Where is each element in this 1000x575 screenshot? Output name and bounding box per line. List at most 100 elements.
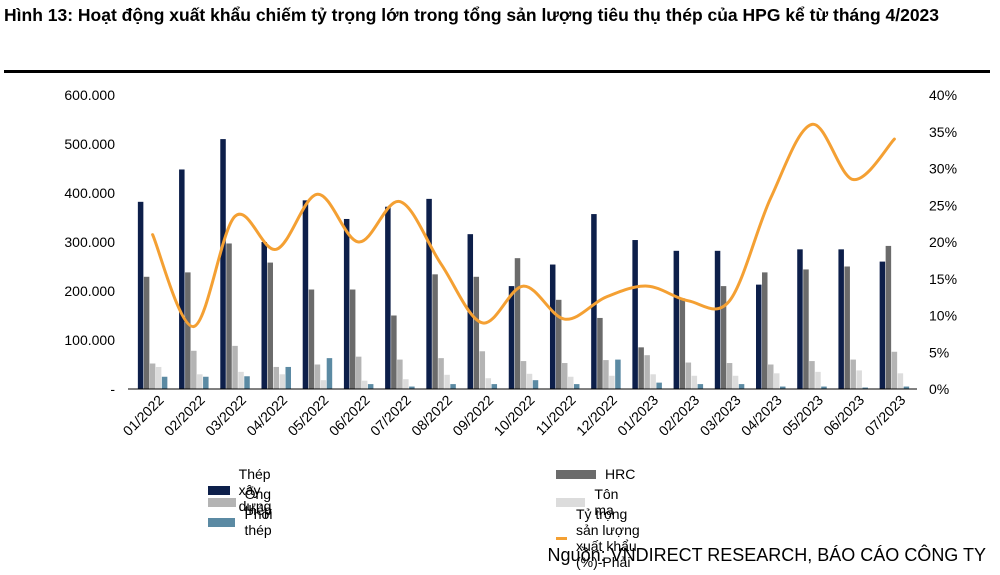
x-tick-label: 06/2023 xyxy=(820,392,867,439)
bar-hrc-4 xyxy=(267,262,273,389)
x-tick-label: 03/2023 xyxy=(697,392,744,439)
x-tick-label: 04/2023 xyxy=(738,392,785,439)
bar-ong-thep-2 xyxy=(191,350,197,389)
bar-phoi-thep-19 xyxy=(903,386,910,389)
legend-item-thep-xay-dung: Thép xây dựng xyxy=(208,466,290,514)
bar-ong-thep-6 xyxy=(355,356,362,389)
x-tick-label: 03/2022 xyxy=(202,392,249,439)
bar-ton-ma-9 xyxy=(485,378,492,389)
bar-hrc-18 xyxy=(844,266,850,389)
bar-thep-xay-dung-1 xyxy=(137,201,144,389)
bar-phoi-thep-1 xyxy=(161,376,168,389)
bar-hrc-5 xyxy=(308,289,315,389)
x-tick-label: 04/2022 xyxy=(243,392,290,439)
bar-phoi-thep-8 xyxy=(450,384,456,389)
bar-phoi-thep-2 xyxy=(203,376,209,389)
bar-ton-ma-8 xyxy=(444,374,450,389)
bar-ton-ma-19 xyxy=(897,373,904,389)
legend-label-ong-thep: Ống thép xyxy=(244,486,272,518)
x-tick-label: 10/2022 xyxy=(491,392,538,439)
x-tick-label: 12/2022 xyxy=(573,392,620,439)
y-left-tick-label: 600.000 xyxy=(64,87,115,103)
bar-thep-xay-dung-2 xyxy=(179,169,185,389)
x-tick-label: 02/2023 xyxy=(655,392,702,439)
y-left-tick-label: 500.000 xyxy=(64,136,115,152)
bar-hrc-9 xyxy=(473,276,480,389)
legend-swatch-phoi-thep xyxy=(208,517,236,527)
bar-thep-xay-dung-5 xyxy=(302,200,309,389)
bar-hrc-11 xyxy=(555,299,562,389)
bar-thep-xay-dung-16 xyxy=(756,284,762,389)
bar-phoi-thep-4 xyxy=(285,366,291,389)
bar-ton-ma-11 xyxy=(567,376,574,389)
title-divider xyxy=(4,70,990,73)
y-left-tick-label: 400.000 xyxy=(64,185,115,201)
y-right-tick-label: 25% xyxy=(929,197,957,213)
bar-hrc-14 xyxy=(679,298,686,389)
bar-hrc-13 xyxy=(638,347,644,389)
x-tick-label: 09/2022 xyxy=(449,392,496,439)
bar-ong-thep-5 xyxy=(314,364,321,389)
bar-hrc-8 xyxy=(432,274,438,389)
legend-item-ton-ma: Tôn mạ xyxy=(556,486,629,518)
bar-thep-xay-dung-14 xyxy=(673,250,680,389)
y-left-tick-label: 100.000 xyxy=(64,332,115,348)
legend-label-ty-trong: Tỷ trọng sản lượng xuất khẩu (%)-Phải xyxy=(575,506,640,570)
bar-ton-ma-12 xyxy=(609,375,615,389)
bar-phoi-thep-12 xyxy=(615,359,621,389)
y-right-tick-label: 0% xyxy=(929,381,949,397)
bar-hrc-12 xyxy=(597,317,603,389)
bar-ton-ma-4 xyxy=(279,374,285,389)
bar-thep-xay-dung-15 xyxy=(714,250,721,389)
bar-ong-thep-12 xyxy=(603,360,609,389)
bar-ton-ma-6 xyxy=(361,380,368,389)
bar-phoi-thep-11 xyxy=(573,384,580,389)
bar-ong-thep-14 xyxy=(685,362,692,389)
bar-ton-ma-5 xyxy=(320,380,327,389)
bar-phoi-thep-6 xyxy=(367,384,374,389)
bar-hrc-19 xyxy=(885,245,892,389)
bar-thep-xay-dung-12 xyxy=(591,214,597,389)
bar-phoi-thep-17 xyxy=(821,386,827,389)
bar-hrc-6 xyxy=(349,289,356,389)
bar-phoi-thep-10 xyxy=(532,380,539,389)
y-right-tick-label: 15% xyxy=(929,271,957,287)
bar-hrc-10 xyxy=(514,258,521,389)
bar-thep-xay-dung-6 xyxy=(343,218,350,389)
bar-ong-thep-17 xyxy=(809,361,815,389)
figure-title: Hình 13: Hoạt động xuất khẩu chiếm tỷ tr… xyxy=(4,5,940,25)
bar-hrc-7 xyxy=(391,315,397,389)
x-tick-label: 05/2023 xyxy=(779,392,826,439)
bar-layer xyxy=(137,139,910,389)
bar-ong-thep-18 xyxy=(850,359,856,389)
bar-ong-thep-13 xyxy=(644,355,650,389)
x-tick-label: 01/2022 xyxy=(120,392,167,439)
bar-ton-ma-14 xyxy=(691,375,698,389)
y-right-tick-label: 5% xyxy=(929,344,949,360)
bar-hrc-2 xyxy=(185,272,191,389)
bar-ong-thep-4 xyxy=(273,366,279,389)
bar-ton-ma-3 xyxy=(238,371,244,389)
bar-ong-thep-8 xyxy=(438,358,444,389)
bar-ton-ma-18 xyxy=(856,370,862,389)
legend-swatch-thep-xay-dung xyxy=(208,485,230,495)
bar-thep-xay-dung-3 xyxy=(220,139,226,389)
bar-thep-xay-dung-17 xyxy=(797,249,803,389)
legend-label-ton-ma: Tôn mạ xyxy=(594,486,619,518)
bar-ong-thep-15 xyxy=(726,363,733,389)
bar-ong-thep-10 xyxy=(520,361,527,389)
legend-swatch-ton-ma xyxy=(556,497,586,507)
bar-ton-ma-2 xyxy=(197,374,203,389)
legend-swatch-ty-trong xyxy=(556,536,567,540)
bar-phoi-thep-7 xyxy=(409,386,415,389)
legend-swatch-hrc xyxy=(556,469,596,479)
bar-phoi-thep-18 xyxy=(862,387,868,389)
y-left-tick-label: 200.000 xyxy=(64,283,115,299)
y-right-tick-label: 30% xyxy=(929,161,957,177)
line-layer xyxy=(151,122,896,329)
bar-phoi-thep-13 xyxy=(656,382,662,389)
x-tick-label: 02/2022 xyxy=(161,392,208,439)
y-left-tick-label: 300.000 xyxy=(64,234,115,250)
bar-ong-thep-16 xyxy=(768,364,774,389)
x-tick-label: 11/2022 xyxy=(532,392,579,439)
